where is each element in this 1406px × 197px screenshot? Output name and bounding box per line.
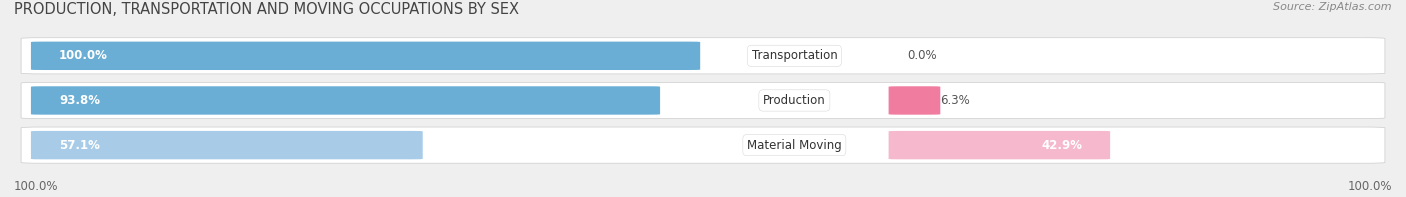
FancyBboxPatch shape <box>21 82 1385 119</box>
Text: 100.0%: 100.0% <box>14 180 59 193</box>
FancyBboxPatch shape <box>889 131 1111 159</box>
Text: 100.0%: 100.0% <box>59 49 108 62</box>
Text: 100.0%: 100.0% <box>1347 180 1392 193</box>
FancyBboxPatch shape <box>31 131 423 159</box>
FancyBboxPatch shape <box>31 42 700 70</box>
FancyBboxPatch shape <box>31 86 659 115</box>
Text: 42.9%: 42.9% <box>1040 139 1083 152</box>
FancyBboxPatch shape <box>21 127 1385 163</box>
Text: 6.3%: 6.3% <box>941 94 970 107</box>
Text: Production: Production <box>763 94 825 107</box>
Text: Material Moving: Material Moving <box>747 139 842 152</box>
Text: 0.0%: 0.0% <box>907 49 936 62</box>
FancyBboxPatch shape <box>889 86 941 115</box>
Text: Source: ZipAtlas.com: Source: ZipAtlas.com <box>1274 2 1392 12</box>
FancyBboxPatch shape <box>21 38 1385 74</box>
Text: Transportation: Transportation <box>752 49 837 62</box>
Text: 93.8%: 93.8% <box>59 94 100 107</box>
Text: PRODUCTION, TRANSPORTATION AND MOVING OCCUPATIONS BY SEX: PRODUCTION, TRANSPORTATION AND MOVING OC… <box>14 2 519 17</box>
Text: 57.1%: 57.1% <box>59 139 100 152</box>
